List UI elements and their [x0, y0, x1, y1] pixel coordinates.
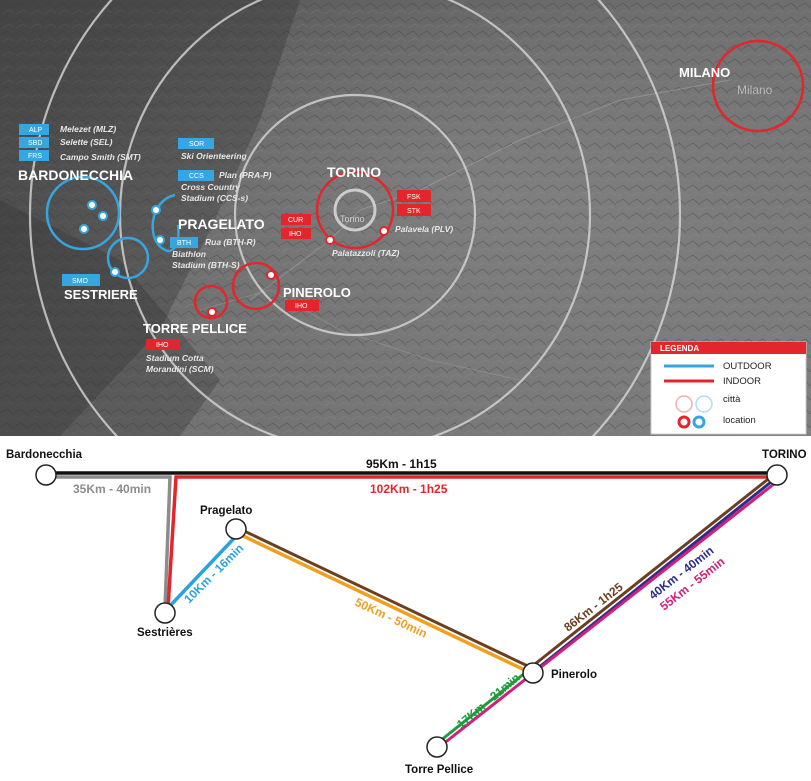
city-label-torino-small: Torino	[340, 214, 365, 224]
route-bardonecchia-sestrieres	[46, 475, 172, 609]
city-label-milano-small: Milano	[737, 83, 773, 97]
legend-location-icon-red	[677, 415, 691, 429]
svg-text:CUR: CUR	[288, 217, 303, 224]
node-label-bardonecchia: Bardonecchia	[6, 449, 83, 461]
legend-city-icon-blue	[695, 395, 713, 413]
legend-city-icon-red	[675, 395, 693, 413]
node-torino	[766, 464, 788, 486]
legend-location-icon-blue	[692, 415, 706, 429]
svg-text:Selette (SEL): Selette (SEL)	[60, 137, 113, 147]
node-sestrieres	[154, 602, 176, 624]
venue-cur: CUR	[281, 214, 311, 225]
svg-text:Stadium (CCS-s): Stadium (CCS-s)	[181, 193, 248, 203]
milano-city-ring	[711, 39, 805, 133]
venue-ccs: CCS Plan (PRA-P) Cross Country Stadium (…	[178, 170, 272, 203]
route-label-35km: 35Km - 40min	[73, 482, 151, 496]
svg-text:IHO: IHO	[295, 303, 308, 310]
svg-text:Plan (PRA-P): Plan (PRA-P)	[219, 170, 272, 180]
city-label-bardonecchia: BARDONECCHIA	[18, 167, 133, 183]
route-pinerolo-torino-brown	[529, 474, 773, 670]
venue-bth: BTH Rua (BTH-R) Biathlon Stadium (BTH-S)	[170, 237, 256, 270]
svg-text:FSK: FSK	[407, 194, 421, 201]
svg-text:Biathlon: Biathlon	[172, 249, 206, 259]
route-torino-sestrieres	[166, 475, 776, 609]
route-label-10km: 10Km - 16min	[181, 541, 246, 606]
route-torre-pellice-torino	[437, 478, 780, 750]
venue-stk: STK	[397, 204, 431, 216]
torino-city-ring	[315, 170, 395, 250]
node-label-pinerolo: Pinerolo	[551, 669, 597, 681]
venue-map: TORINO Torino MILANO Milano BARDONECCHIA…	[0, 0, 811, 436]
svg-text:Rua (BTH-R): Rua (BTH-R)	[205, 237, 256, 247]
label-palatazzoli: Palatazzoli (TAZ)	[332, 248, 400, 258]
svg-text:Campo Smith (SMT): Campo Smith (SMT)	[60, 152, 141, 162]
outdoor-location-dots	[79, 200, 165, 277]
city-label-sestriere: SESTRIERE	[64, 287, 138, 302]
svg-text:Ski Orienteering: Ski Orienteering	[181, 151, 247, 161]
node-torre-pellice	[426, 736, 448, 758]
venue-sor: SOR Ski Orienteering	[178, 138, 247, 161]
indoor-location-dots	[207, 226, 389, 317]
svg-text:SBD: SBD	[28, 140, 42, 147]
legend-indoor: INDOOR	[723, 376, 761, 387]
node-pinerolo	[522, 662, 544, 684]
venue-smo: SMO	[62, 274, 100, 286]
legend: LEGENDA OUTDOOR INDOOR città location	[650, 341, 807, 435]
bardonecchia-city-ring	[45, 175, 121, 251]
pinerolo-city-ring	[231, 261, 281, 311]
torre-pellice-city-ring	[193, 284, 229, 320]
svg-text:IHO: IHO	[156, 342, 169, 349]
venue-sbd: SBD Selette (SEL)	[19, 137, 113, 148]
node-label-torre-pellice: Torre Pellice	[405, 764, 473, 776]
venue-alp: ALP Melezet (MLZ)	[19, 124, 116, 135]
svg-text:SOR: SOR	[189, 141, 204, 148]
node-label-pragelato: Pragelato	[200, 505, 252, 517]
label-stadium-cotta: Stadium Cotta	[146, 353, 204, 363]
route-label-95km: 95Km - 1h15	[366, 457, 437, 471]
svg-text:IHO: IHO	[289, 231, 302, 238]
venue-fsk: FSK	[397, 190, 431, 202]
legend-header	[651, 342, 806, 354]
svg-text:FRS: FRS	[28, 153, 42, 160]
node-pragelato	[225, 518, 247, 540]
city-label-pragelato: PRAGELATO	[178, 216, 265, 232]
node-label-sestrieres: Sestrières	[137, 627, 193, 639]
svg-text:Melezet (MLZ): Melezet (MLZ)	[60, 124, 116, 134]
venue-iho-torre-pellice: IHO	[146, 339, 180, 350]
city-label-torino: TORINO	[327, 164, 381, 180]
svg-text:STK: STK	[407, 208, 421, 215]
city-label-torre-pellice: TORRE PELLICE	[143, 321, 247, 336]
legend-title: LEGENDA	[660, 344, 699, 353]
legend-location: location	[723, 415, 756, 426]
node-bardonecchia	[35, 464, 57, 486]
route-torre-pellice-pinerolo	[434, 667, 531, 747]
svg-text:BTH: BTH	[177, 240, 191, 247]
route-label-17km: 17Km - 21min	[454, 670, 523, 731]
route-sestrieres-pragelato	[166, 530, 242, 610]
svg-text:ALP: ALP	[29, 127, 43, 134]
svg-text:Stadium (BTH-S): Stadium (BTH-S)	[172, 260, 240, 270]
label-palavela: Palavela (PLV)	[395, 224, 453, 234]
venue-frs: FRS Campo Smith (SMT)	[19, 150, 141, 162]
legend-city: città	[723, 394, 741, 405]
city-label-pinerolo: PINEROLO	[283, 285, 351, 300]
label-morandini: Morandini (SCM)	[146, 364, 214, 374]
svg-text:CCS: CCS	[189, 173, 204, 180]
route-label-102km: 102Km - 1h25	[370, 482, 448, 496]
legend-outdoor: OUTDOOR	[723, 361, 772, 372]
city-label-milano: MILANO	[679, 65, 730, 80]
venue-iho-pinerolo: IHO	[285, 300, 319, 311]
sestriere-city-ring	[106, 236, 150, 280]
svg-text:SMO: SMO	[72, 278, 89, 285]
node-label-torino: TORINO	[762, 449, 807, 461]
route-network-diagram: Bardonecchia TORINO Pragelato Sestrières…	[6, 449, 807, 776]
route-pragelato-pinerolo	[239, 527, 535, 671]
svg-text:Cross Country: Cross Country	[181, 182, 241, 192]
venue-iho-torino: IHO	[281, 228, 311, 239]
